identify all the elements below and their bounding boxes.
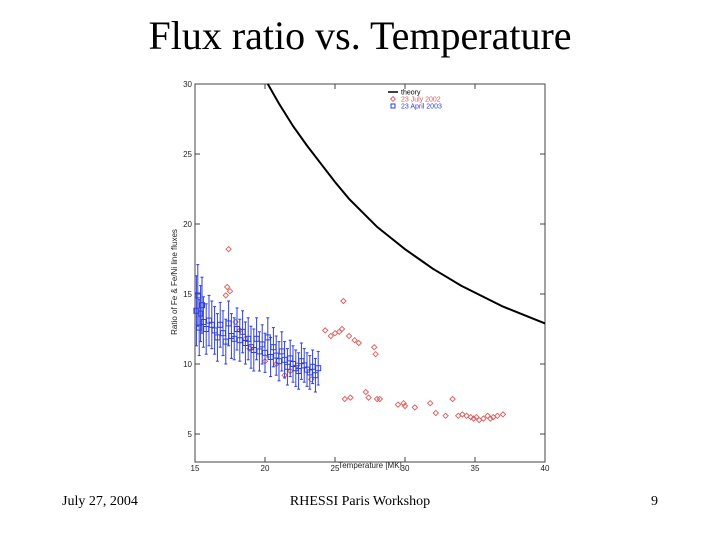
plot-area bbox=[194, 83, 546, 463]
data-point-diamond bbox=[345, 332, 353, 340]
data-point-diamond bbox=[225, 245, 232, 253]
data-point-diamond bbox=[494, 412, 501, 420]
data-point-diamond bbox=[376, 395, 384, 403]
chart: 15 20 25 30 35 40 5 10 15 20 25 30 Temperature [MK]… bbox=[160, 72, 560, 472]
data-point-diamond bbox=[222, 292, 230, 299]
data-point-diamond bbox=[327, 332, 335, 340]
data-point-diamond bbox=[351, 336, 358, 344]
y-tick-label-3: 20 bbox=[183, 220, 192, 229]
data-point-diamond bbox=[487, 415, 494, 422]
y-axis-label: Ratio of Fe & Fe/Ni line fluxes bbox=[170, 229, 179, 335]
data-point-diamond bbox=[411, 404, 419, 411]
data-point-diamond bbox=[426, 399, 434, 407]
legend-marker-square bbox=[390, 103, 396, 109]
chart-svg: 15 20 25 30 35 40 5 10 15 20 25 30 Temperature [MK]… bbox=[170, 80, 550, 472]
data-point-diamond bbox=[400, 399, 407, 407]
data-point-diamond bbox=[341, 395, 349, 403]
data-point-diamond bbox=[372, 350, 379, 358]
y-tick-label-1: 10 bbox=[183, 360, 192, 369]
data-point-diamond bbox=[362, 388, 370, 396]
data-point-diamond bbox=[467, 413, 475, 421]
data-point-diamond bbox=[347, 394, 354, 401]
data-point-diamond bbox=[470, 415, 477, 422]
data-point-diamond bbox=[480, 415, 487, 422]
data-point-diamond bbox=[355, 339, 363, 347]
legend-label-0: theory bbox=[401, 90, 421, 97]
x-axis-label: Temperature [MK] bbox=[338, 461, 402, 470]
data-point-diamond bbox=[223, 283, 231, 291]
theory-curve bbox=[266, 83, 546, 325]
data-point-diamond bbox=[463, 412, 470, 420]
x-tick-label-5: 40 bbox=[541, 464, 550, 472]
x-tick-label-3: 30 bbox=[401, 464, 410, 472]
data-point-diamond bbox=[370, 343, 378, 351]
x-tick-label-4: 35 bbox=[471, 464, 480, 472]
data-point-diamond bbox=[365, 394, 372, 401]
data-point-square bbox=[315, 365, 322, 372]
y-tick-label-0: 5 bbox=[188, 430, 193, 439]
data-point-diamond bbox=[459, 411, 466, 418]
data-point-diamond bbox=[226, 287, 234, 295]
y-tick-label-5: 30 bbox=[183, 80, 192, 89]
slide-title: Flux ratio vs. Temperature bbox=[148, 13, 572, 58]
data-point-diamond bbox=[340, 297, 347, 305]
x-tick-label-1: 20 bbox=[261, 464, 270, 472]
legend-marker-diamond bbox=[389, 95, 397, 103]
data-point-diamond bbox=[321, 327, 329, 334]
x-tick-label-2: 25 bbox=[331, 464, 340, 472]
data-point-square bbox=[199, 302, 205, 309]
data-point-diamond bbox=[499, 411, 507, 418]
data-point-diamond bbox=[401, 402, 409, 410]
page-number: 9 bbox=[651, 494, 658, 509]
data-point-diamond bbox=[394, 401, 402, 408]
y-tick-label-2: 15 bbox=[183, 290, 192, 299]
data-point-diamond bbox=[338, 325, 346, 333]
data-point-diamond bbox=[432, 409, 440, 417]
x-tick-label-0: 15 bbox=[191, 464, 200, 472]
footer-event: RHESSI Paris Workshop bbox=[289, 494, 431, 509]
data-point-diamond bbox=[449, 395, 456, 403]
legend-label-1: 23 July 2002 bbox=[401, 97, 441, 104]
data-point-diamond bbox=[373, 395, 381, 403]
data-point-diamond bbox=[442, 412, 449, 420]
footer-date: July 27, 2004 bbox=[62, 494, 138, 509]
y-tick-label-4: 25 bbox=[183, 150, 192, 159]
legend-label-2: 23 April 2003 bbox=[401, 104, 442, 111]
